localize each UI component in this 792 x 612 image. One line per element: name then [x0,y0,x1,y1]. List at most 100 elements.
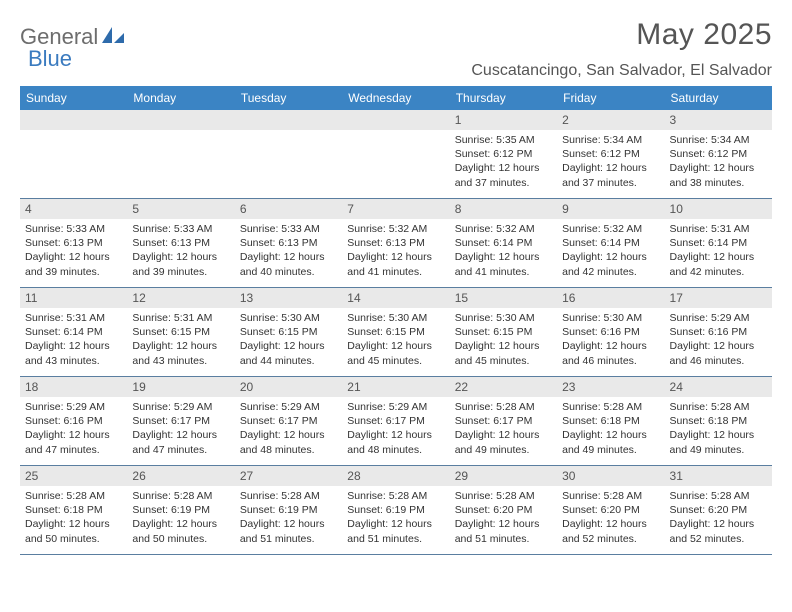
weekday-header: Monday [127,86,234,110]
day-number [235,110,342,130]
day-body: Sunrise: 5:31 AMSunset: 6:14 PMDaylight:… [20,308,127,372]
sunrise-text: Sunrise: 5:28 AM [455,400,552,414]
day-number: 24 [665,377,772,397]
day-number: 20 [235,377,342,397]
sunrise-text: Sunrise: 5:28 AM [132,489,229,503]
day-cell: 8Sunrise: 5:32 AMSunset: 6:14 PMDaylight… [450,199,557,287]
day-number: 7 [342,199,449,219]
sunrise-text: Sunrise: 5:31 AM [25,311,122,325]
day-cell: 25Sunrise: 5:28 AMSunset: 6:18 PMDayligh… [20,466,127,554]
day-cell: 29Sunrise: 5:28 AMSunset: 6:20 PMDayligh… [450,466,557,554]
day-body: Sunrise: 5:28 AMSunset: 6:19 PMDaylight:… [342,486,449,550]
day-number: 10 [665,199,772,219]
sunset-text: Sunset: 6:19 PM [132,503,229,517]
day-cell: 1Sunrise: 5:35 AMSunset: 6:12 PMDaylight… [450,110,557,198]
day-body: Sunrise: 5:28 AMSunset: 6:18 PMDaylight:… [557,397,664,461]
daylight-text: Daylight: 12 hours and 37 minutes. [455,161,552,189]
sunset-text: Sunset: 6:13 PM [347,236,444,250]
sunrise-text: Sunrise: 5:33 AM [132,222,229,236]
sunrise-text: Sunrise: 5:34 AM [670,133,767,147]
day-cell: 19Sunrise: 5:29 AMSunset: 6:17 PMDayligh… [127,377,234,465]
sunset-text: Sunset: 6:18 PM [562,414,659,428]
weekday-header: Thursday [450,86,557,110]
sunrise-text: Sunrise: 5:29 AM [670,311,767,325]
sunrise-text: Sunrise: 5:32 AM [347,222,444,236]
sunset-text: Sunset: 6:17 PM [347,414,444,428]
day-cell: 3Sunrise: 5:34 AMSunset: 6:12 PMDaylight… [665,110,772,198]
day-body: Sunrise: 5:33 AMSunset: 6:13 PMDaylight:… [20,219,127,283]
daylight-text: Daylight: 12 hours and 45 minutes. [347,339,444,367]
day-cell: 15Sunrise: 5:30 AMSunset: 6:15 PMDayligh… [450,288,557,376]
sunset-text: Sunset: 6:16 PM [562,325,659,339]
weeks-container: 1Sunrise: 5:35 AMSunset: 6:12 PMDaylight… [20,110,772,555]
sunset-text: Sunset: 6:17 PM [240,414,337,428]
sunrise-text: Sunrise: 5:32 AM [562,222,659,236]
day-cell: 21Sunrise: 5:29 AMSunset: 6:17 PMDayligh… [342,377,449,465]
day-number: 30 [557,466,664,486]
day-body: Sunrise: 5:33 AMSunset: 6:13 PMDaylight:… [235,219,342,283]
day-cell [127,110,234,198]
sunset-text: Sunset: 6:13 PM [240,236,337,250]
day-body: Sunrise: 5:29 AMSunset: 6:16 PMDaylight:… [20,397,127,461]
day-number: 8 [450,199,557,219]
sunrise-text: Sunrise: 5:30 AM [562,311,659,325]
day-number: 2 [557,110,664,130]
header: General May 2025 Cuscatancingo, San Salv… [20,18,772,80]
sunset-text: Sunset: 6:19 PM [240,503,337,517]
daylight-text: Daylight: 12 hours and 47 minutes. [25,428,122,456]
day-number: 13 [235,288,342,308]
day-number: 27 [235,466,342,486]
day-body: Sunrise: 5:28 AMSunset: 6:17 PMDaylight:… [450,397,557,461]
weekday-header: Tuesday [235,86,342,110]
day-body: Sunrise: 5:29 AMSunset: 6:17 PMDaylight:… [127,397,234,461]
day-body: Sunrise: 5:30 AMSunset: 6:15 PMDaylight:… [235,308,342,372]
sunset-text: Sunset: 6:15 PM [132,325,229,339]
weekday-header: Friday [557,86,664,110]
weekday-header: Wednesday [342,86,449,110]
sunrise-text: Sunrise: 5:29 AM [132,400,229,414]
day-body: Sunrise: 5:31 AMSunset: 6:15 PMDaylight:… [127,308,234,372]
daylight-text: Daylight: 12 hours and 49 minutes. [670,428,767,456]
day-number: 4 [20,199,127,219]
day-cell: 7Sunrise: 5:32 AMSunset: 6:13 PMDaylight… [342,199,449,287]
day-cell [342,110,449,198]
daylight-text: Daylight: 12 hours and 49 minutes. [562,428,659,456]
daylight-text: Daylight: 12 hours and 46 minutes. [562,339,659,367]
day-body: Sunrise: 5:34 AMSunset: 6:12 PMDaylight:… [557,130,664,194]
day-number: 19 [127,377,234,397]
sunrise-text: Sunrise: 5:28 AM [455,489,552,503]
daylight-text: Daylight: 12 hours and 50 minutes. [132,517,229,545]
day-body: Sunrise: 5:29 AMSunset: 6:16 PMDaylight:… [665,308,772,372]
sunset-text: Sunset: 6:13 PM [25,236,122,250]
day-cell: 14Sunrise: 5:30 AMSunset: 6:15 PMDayligh… [342,288,449,376]
daylight-text: Daylight: 12 hours and 39 minutes. [132,250,229,278]
daylight-text: Daylight: 12 hours and 48 minutes. [347,428,444,456]
day-body: Sunrise: 5:33 AMSunset: 6:13 PMDaylight:… [127,219,234,283]
day-cell: 9Sunrise: 5:32 AMSunset: 6:14 PMDaylight… [557,199,664,287]
day-body: Sunrise: 5:35 AMSunset: 6:12 PMDaylight:… [450,130,557,194]
sunrise-text: Sunrise: 5:28 AM [670,489,767,503]
daylight-text: Daylight: 12 hours and 52 minutes. [670,517,767,545]
daylight-text: Daylight: 12 hours and 46 minutes. [670,339,767,367]
sunrise-text: Sunrise: 5:28 AM [670,400,767,414]
day-body: Sunrise: 5:29 AMSunset: 6:17 PMDaylight:… [235,397,342,461]
day-number: 12 [127,288,234,308]
sunrise-text: Sunrise: 5:28 AM [240,489,337,503]
day-cell: 6Sunrise: 5:33 AMSunset: 6:13 PMDaylight… [235,199,342,287]
day-cell: 23Sunrise: 5:28 AMSunset: 6:18 PMDayligh… [557,377,664,465]
sunset-text: Sunset: 6:17 PM [455,414,552,428]
daylight-text: Daylight: 12 hours and 44 minutes. [240,339,337,367]
day-cell: 16Sunrise: 5:30 AMSunset: 6:16 PMDayligh… [557,288,664,376]
location: Cuscatancingo, San Salvador, El Salvador [471,62,772,80]
day-cell [235,110,342,198]
sunrise-text: Sunrise: 5:33 AM [240,222,337,236]
sunrise-text: Sunrise: 5:35 AM [455,133,552,147]
sunset-text: Sunset: 6:12 PM [562,147,659,161]
day-number: 3 [665,110,772,130]
day-cell: 22Sunrise: 5:28 AMSunset: 6:17 PMDayligh… [450,377,557,465]
daylight-text: Daylight: 12 hours and 50 minutes. [25,517,122,545]
sunset-text: Sunset: 6:14 PM [670,236,767,250]
week-row: 4Sunrise: 5:33 AMSunset: 6:13 PMDaylight… [20,199,772,288]
sunset-text: Sunset: 6:20 PM [670,503,767,517]
calendar-page: General May 2025 Cuscatancingo, San Salv… [0,0,792,555]
